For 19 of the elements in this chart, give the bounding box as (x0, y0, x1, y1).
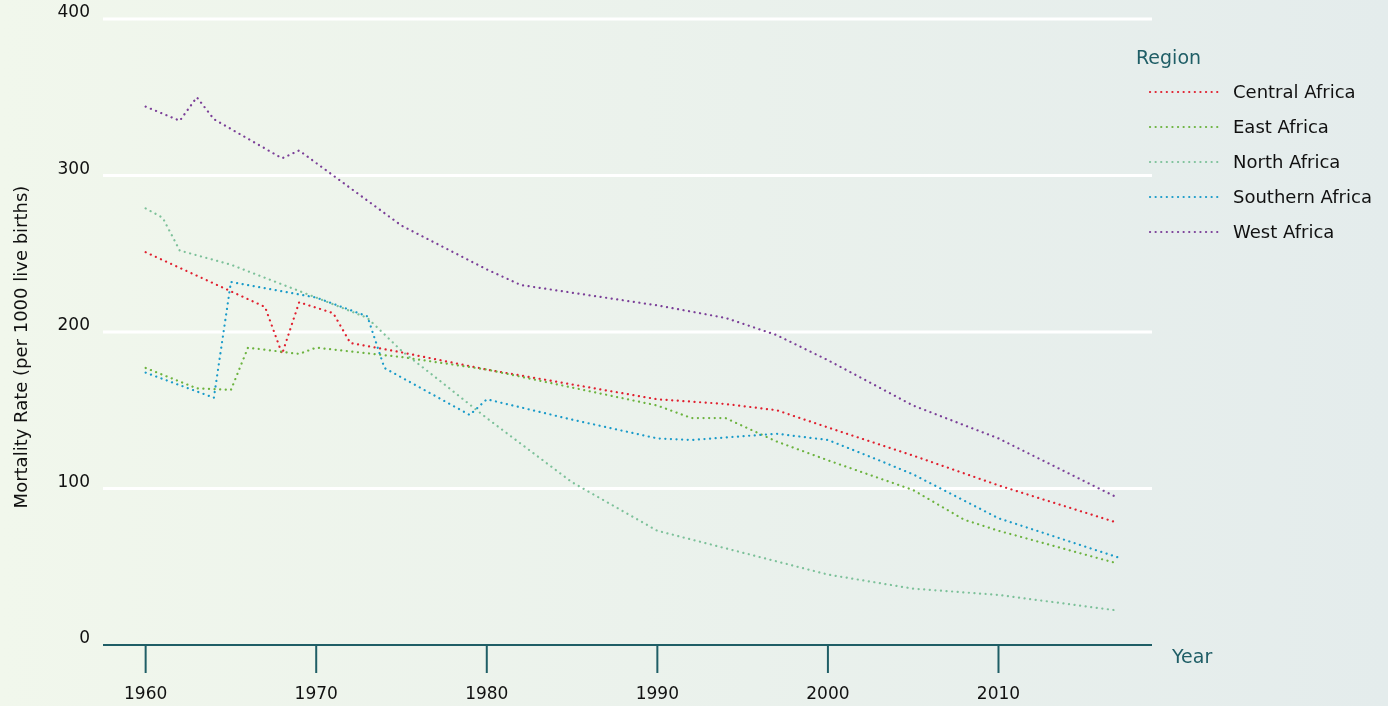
x-tick-label: 1960 (124, 683, 168, 703)
x-tick-label: 2000 (806, 683, 850, 703)
legend-title: Region (1136, 46, 1202, 68)
legend-label: West Africa (1233, 221, 1335, 242)
y-tick-label: 400 (57, 1, 90, 22)
legend-label: North Africa (1233, 151, 1341, 172)
y-tick-label: 0 (79, 627, 90, 648)
legend-label: Southern Africa (1233, 186, 1372, 207)
x-tick-label: 1970 (294, 683, 338, 703)
y-tick-label: 300 (57, 157, 90, 178)
y-tick-label: 100 (57, 470, 90, 491)
legend-label: East Africa (1233, 116, 1329, 137)
x-tick-label: 1980 (465, 683, 509, 703)
y-axis-title: Mortality Rate (per 1000 live births) (10, 185, 31, 509)
x-tick-label: 1990 (635, 683, 679, 703)
y-tick-label: 200 (57, 314, 90, 335)
x-tick-label: 2010 (976, 683, 1021, 703)
legend-label: Central Africa (1233, 81, 1356, 102)
x-axis-title: Year (1171, 645, 1213, 667)
